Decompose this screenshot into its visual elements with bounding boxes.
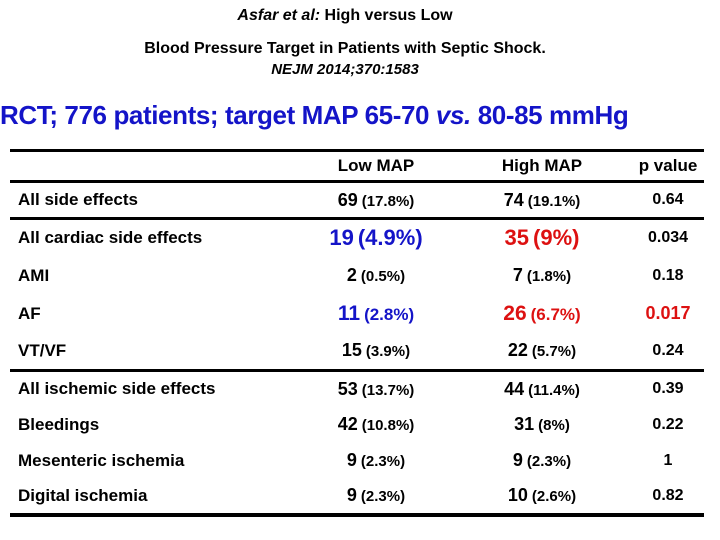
row-label: Bleedings	[18, 414, 100, 434]
heading-suffix: 80-85 mmHg	[470, 100, 629, 130]
title-citation-authors: Asfar et al:	[237, 7, 321, 24]
title-line-1: Asfar et al: High versus Low	[0, 7, 690, 25]
table-row: AF 11 (2.8%) 26 (6.7%) 0.017	[10, 295, 704, 333]
low-map-value: 42 (10.8%)	[337, 414, 415, 434]
p-value: 0.034	[632, 217, 704, 257]
p-value: 0.18	[652, 266, 684, 284]
results-table: Low MAP High MAP p value All side effect…	[10, 149, 704, 517]
row-label: VT/VF	[18, 340, 67, 360]
low-map-value: 9 (2.3%)	[346, 485, 406, 505]
header-low-map: Low MAP	[337, 156, 415, 175]
row-label: Mesenteric ischemia	[18, 450, 185, 470]
low-map-value: 69 (17.8%)	[300, 180, 452, 219]
row-label: All side effects	[10, 180, 300, 219]
row-label: All cardiac side effects	[10, 217, 300, 257]
table-row: VT/VF 15 (3.9%) 22 (5.7%) 0.24	[10, 333, 704, 371]
low-map-value: 9 (2.3%)	[346, 450, 406, 470]
table-row: Mesenteric ischemia 9 (2.3%) 9 (2.3%) 1	[10, 443, 704, 479]
row-label: AMI	[18, 265, 50, 285]
row-label: All ischemic side effects	[10, 369, 300, 407]
high-map-value: 35 (9%)	[452, 217, 632, 257]
low-map-value: 53 (13.7%)	[300, 369, 452, 407]
header-high-map: High MAP	[501, 156, 583, 175]
high-map-value: 10 (2.6%)	[507, 485, 577, 505]
table-row: Digital ischemia 9 (2.3%) 10 (2.6%) 0.82	[10, 479, 704, 515]
row-label: AF	[18, 303, 41, 323]
row-label: Digital ischemia	[18, 485, 148, 505]
title-line-2: Blood Pressure Target in Patients with S…	[144, 40, 546, 57]
high-map-value: 74 (19.1%)	[452, 180, 632, 219]
header-empty	[10, 151, 300, 182]
p-value: 0.24	[652, 341, 684, 359]
low-map-value: 15 (3.9%)	[341, 340, 411, 361]
table-row: Bleedings 42 (10.8%) 31 (8%) 0.22	[10, 407, 704, 443]
heading-prefix: RCT; 776 patients; target MAP 65-70	[0, 100, 436, 130]
high-map-value: 44 (11.4%)	[452, 369, 632, 407]
table-header-row: Low MAP High MAP p value	[10, 151, 704, 182]
low-map-value: 11 (2.8%)	[337, 301, 415, 325]
table-row: AMI 2 (0.5%) 7 (1.8%) 0.18	[10, 257, 704, 295]
low-map-value: 19 (4.9%)	[300, 217, 452, 257]
title-line-3-journal-ref: NEJM 2014;370:1583	[271, 61, 419, 78]
high-map-value: 26 (6.7%)	[503, 301, 581, 325]
table-row: All cardiac side effects 19 (4.9%) 35 (9%)…	[10, 217, 704, 257]
p-value: 0.82	[652, 486, 684, 504]
high-map-value: 31 (8%)	[514, 414, 570, 434]
p-value: 0.64	[632, 180, 704, 219]
p-value: 0.39	[632, 369, 704, 407]
table-row: All side effects 69 (17.8%) 74 (19.1%) 0.6…	[10, 180, 704, 219]
header-p-value: p value	[638, 156, 698, 175]
title-citation-rest: High versus Low	[320, 7, 453, 24]
table-row: All ischemic side effects 53 (13.7%) 44 (1…	[10, 369, 704, 407]
high-map-value: 9 (2.3%)	[512, 450, 572, 470]
heading-vs: vs.	[435, 100, 471, 130]
high-map-value: 7 (1.8%)	[512, 265, 572, 285]
p-value: 1	[663, 451, 673, 469]
p-value: 0.22	[652, 415, 684, 433]
study-summary-heading: RCT; 776 patients; target MAP 65-70 vs. …	[0, 100, 720, 131]
p-value: 0.017	[645, 303, 691, 323]
high-map-value: 22 (5.7%)	[507, 340, 577, 361]
low-map-value: 2 (0.5%)	[346, 265, 406, 285]
